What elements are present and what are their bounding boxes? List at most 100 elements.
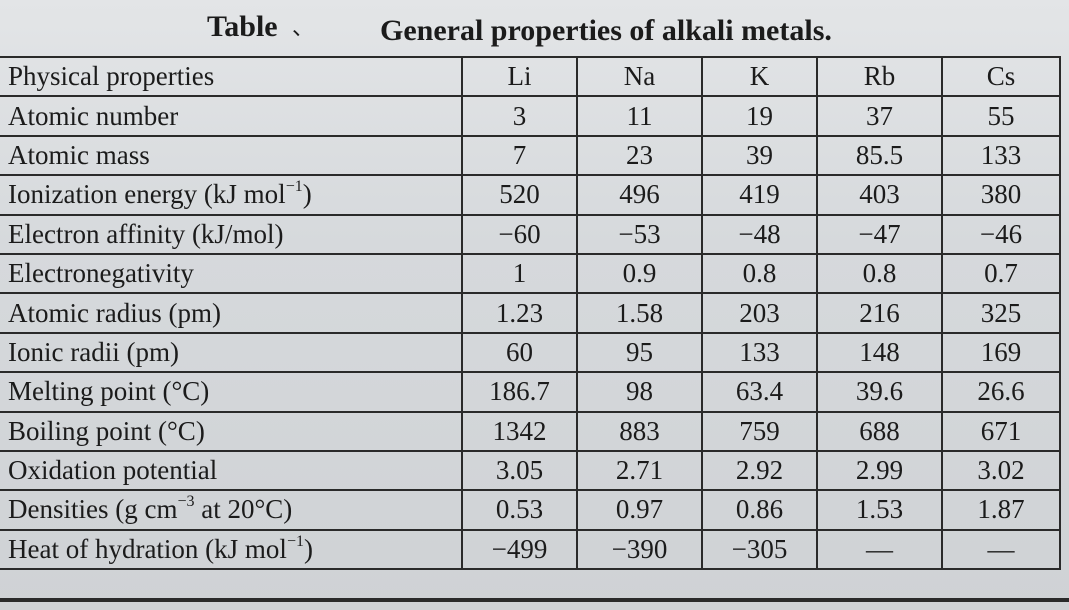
property-name-text: )	[302, 179, 312, 210]
table-cell: 7	[461, 134, 578, 177]
table-cell: 2.71	[576, 449, 703, 492]
table-cell: −46	[941, 213, 1061, 255]
table-row: Boiling point (°C) 1342 883 759 688 671	[0, 410, 1061, 452]
table-cell: 0.8	[816, 252, 943, 295]
table-cell: 1.87	[941, 489, 1061, 531]
table-cell: 186.7	[461, 371, 578, 413]
table-cell: 19	[701, 95, 818, 137]
property-name: Atomic mass	[0, 134, 463, 177]
table-header-row: Physical properties Li Na K Rb Cs	[0, 55, 1061, 98]
table-cell: 0.53	[461, 489, 578, 531]
table-cell: 63.4	[701, 371, 818, 413]
property-name: Atomic number	[0, 95, 463, 137]
property-name-text: at 20°C)	[194, 494, 293, 525]
table-cell: −48	[701, 213, 818, 255]
caption-text: General properties of alkali metals.	[380, 14, 832, 47]
table-cell: 3.02	[941, 449, 1061, 492]
table-cell: 203	[701, 292, 818, 334]
table-cell: 1.23	[461, 292, 578, 334]
table-cell: 325	[941, 292, 1061, 334]
table-cell: −53	[576, 213, 703, 255]
table-cell: —	[941, 528, 1061, 571]
table-cell: 3	[461, 95, 578, 137]
table-cell: −60	[461, 213, 578, 255]
table-row: Atomic radius (pm) 1.23 1.58 203 216 325	[0, 292, 1061, 334]
table-cell: —	[816, 528, 943, 571]
table-cell: 496	[576, 174, 703, 216]
caption-label: Table	[207, 10, 278, 43]
table-row: Atomic number 3 11 19 37 55	[0, 95, 1061, 137]
table-cell: 133	[941, 134, 1061, 177]
table-row: Electronegativity 1 0.9 0.8 0.8 0.7	[0, 252, 1061, 295]
table-cell: 883	[576, 410, 703, 452]
header-element: Li	[461, 55, 578, 98]
table-cell: 85.5	[816, 134, 943, 177]
table-caption: Table 、 General properties of alkali met…	[0, 6, 1069, 52]
header-element: Rb	[816, 55, 943, 98]
table-cell: 39	[701, 134, 818, 177]
table-cell: 380	[941, 174, 1061, 216]
table-row: Oxidation potential 3.05 2.71 2.92 2.99 3.02	[0, 449, 1061, 492]
bottom-rule	[0, 598, 1069, 602]
table-cell: 0.7	[941, 252, 1061, 295]
table-cell: 1.58	[576, 292, 703, 334]
property-name-exponent: −1	[286, 532, 304, 550]
table-cell: −390	[576, 528, 703, 571]
table-cell: −305	[701, 528, 818, 571]
header-element: Na	[576, 55, 703, 98]
table-cell: 98	[576, 371, 703, 413]
table-cell: 60	[461, 331, 578, 374]
properties-table: Physical properties Li Na K Rb Cs Atomic…	[0, 55, 1061, 571]
table-row: Heat of hydration (kJ mol−1) −499 −390 −305…	[0, 528, 1061, 571]
property-name-exponent: −3	[177, 493, 195, 511]
table-cell: 0.8	[701, 252, 818, 295]
table-cell: 2.99	[816, 449, 943, 492]
table-cell: 520	[461, 174, 578, 216]
property-name-text: Densities (g cm	[8, 494, 178, 525]
table-cell: 759	[701, 410, 818, 452]
property-name-exponent: −1	[285, 178, 303, 196]
table-cell: 148	[816, 331, 943, 374]
table-cell: 1342	[461, 410, 578, 452]
property-name-text: )	[303, 533, 313, 564]
table-cell: 23	[576, 134, 703, 177]
table-cell: 688	[816, 410, 943, 452]
table-cell: 1.53	[816, 489, 943, 531]
table-row: Atomic mass 7 23 39 85.5 133	[0, 134, 1061, 177]
header-property: Physical properties	[0, 55, 463, 98]
property-name: Melting point (°C)	[0, 371, 463, 413]
property-name: Ionic radii (pm)	[0, 331, 463, 374]
table-cell: 55	[941, 95, 1061, 137]
property-name-text: Heat of hydration (kJ mol	[8, 533, 287, 564]
table-row: Electron affinity (kJ/mol) −60 −53 −48 −47 −4…	[0, 213, 1061, 255]
table-body: Atomic number 3 11 19 37 55 Atomic mass 7 23 39 85…	[0, 95, 1061, 571]
table-cell: 0.9	[576, 252, 703, 295]
property-name-text: Ionization energy (kJ mol	[8, 179, 286, 210]
property-name: Atomic radius (pm)	[0, 292, 463, 334]
table-cell: 169	[941, 331, 1061, 374]
table-row: Densities (g cm−3 at 20°C) 0.53 0.97 0.86 1.…	[0, 489, 1061, 531]
table-row: Ionization energy (kJ mol−1) 520 496 419 403…	[0, 174, 1061, 216]
table-cell: 37	[816, 95, 943, 137]
table-cell: 133	[701, 331, 818, 374]
table-cell: −499	[461, 528, 578, 571]
table-cell: 26.6	[941, 371, 1061, 413]
caption-mark: 、	[292, 15, 315, 40]
table-cell: 11	[576, 95, 703, 137]
property-name: Electron affinity (kJ/mol)	[0, 213, 463, 255]
property-name: Electronegativity	[0, 252, 463, 295]
table-cell: 2.92	[701, 449, 818, 492]
table-cell: 1	[461, 252, 578, 295]
property-name: Heat of hydration (kJ mol−1)	[0, 528, 463, 571]
table-cell: 0.97	[576, 489, 703, 531]
property-name: Densities (g cm−3 at 20°C)	[0, 489, 463, 531]
property-name: Oxidation potential	[0, 449, 463, 492]
table-cell: 403	[816, 174, 943, 216]
property-name: Boiling point (°C)	[0, 410, 463, 452]
table-cell: 419	[701, 174, 818, 216]
property-name: Ionization energy (kJ mol−1)	[0, 174, 463, 216]
table-cell: 216	[816, 292, 943, 334]
table-row: Ionic radii (pm) 60 95 133 148 169	[0, 331, 1061, 374]
table-cell: 671	[941, 410, 1061, 452]
